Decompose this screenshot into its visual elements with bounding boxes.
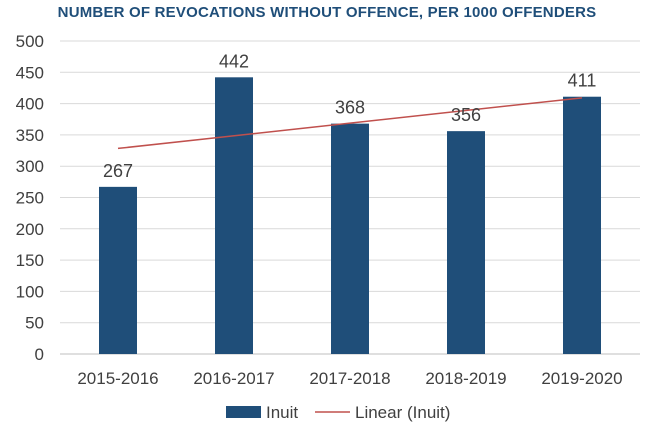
bar <box>331 123 369 354</box>
data-labels: 267 442 368 356 411 <box>103 51 596 181</box>
y-tick-label: 200 <box>16 220 44 239</box>
y-tick-label: 450 <box>16 63 44 82</box>
data-label: 411 <box>568 71 597 91</box>
x-tick-label: 2015-2016 <box>77 369 158 388</box>
x-axis: 2015-2016 2016-2017 2017-2018 2018-2019 2019… <box>77 369 622 388</box>
data-label: 442 <box>219 51 249 71</box>
legend-label-inuit: Inuit <box>266 403 298 422</box>
data-label: 356 <box>451 105 481 125</box>
y-tick-label: 0 <box>35 345 44 364</box>
bar <box>215 77 253 355</box>
data-label: 267 <box>103 161 133 181</box>
x-tick-label: 2019-2020 <box>541 369 622 388</box>
y-tick-label: 50 <box>25 314 44 333</box>
legend-swatch-inuit <box>226 406 261 418</box>
y-axis: 0 50 100 150 200 250 300 350 400 450 500 <box>16 32 44 364</box>
x-tick-label: 2017-2018 <box>309 369 390 388</box>
y-tick-label: 250 <box>16 189 44 208</box>
y-tick-label: 150 <box>16 251 44 270</box>
bar <box>99 186 137 354</box>
x-tick-label: 2016-2017 <box>193 369 274 388</box>
legend-label-trendline: Linear (Inuit) <box>355 403 450 422</box>
trendline-layer <box>117 97 583 150</box>
y-tick-label: 350 <box>16 126 44 145</box>
legend: Inuit Linear (Inuit) <box>226 403 450 422</box>
chart-title: NUMBER OF REVOCATIONS WITHOUT OFFENCE, P… <box>57 4 597 21</box>
bar <box>447 131 485 354</box>
y-tick-label: 400 <box>16 95 44 114</box>
bar <box>563 96 601 355</box>
x-tick-label: 2018-2019 <box>425 369 506 388</box>
y-tick-label: 100 <box>16 282 44 301</box>
bar-series <box>99 77 601 355</box>
y-tick-label: 300 <box>16 157 44 176</box>
trendline <box>117 97 583 150</box>
y-tick-label: 500 <box>16 32 44 51</box>
data-label: 368 <box>335 98 365 118</box>
